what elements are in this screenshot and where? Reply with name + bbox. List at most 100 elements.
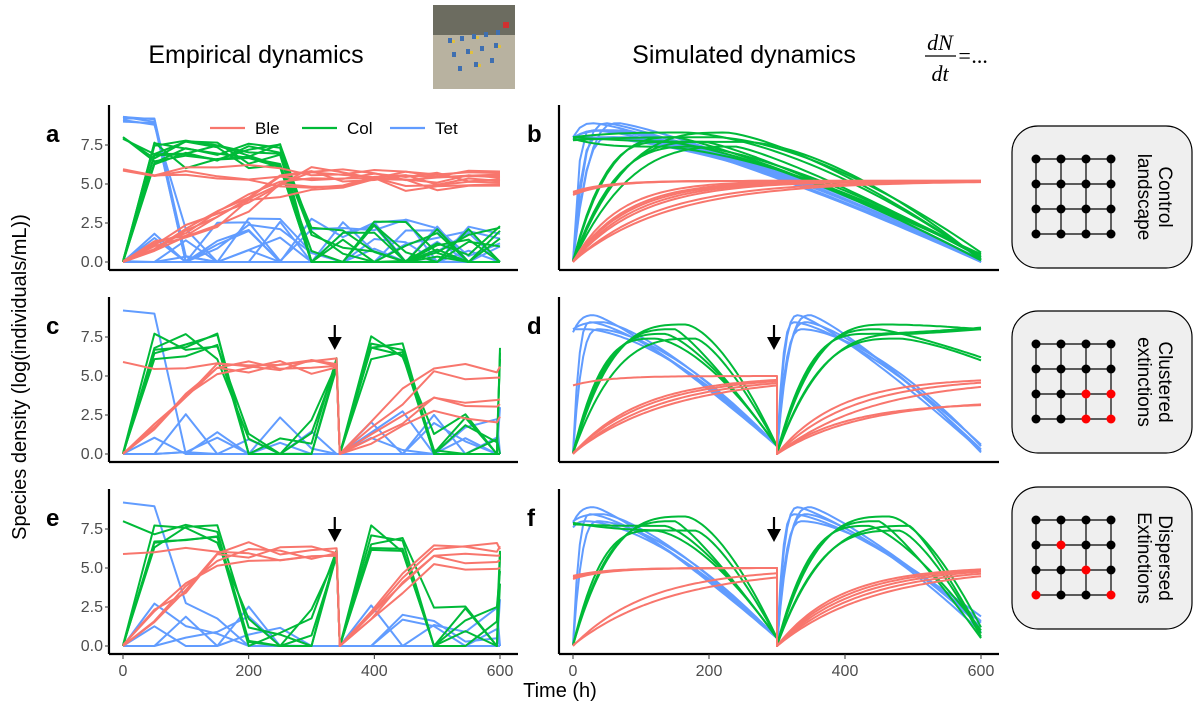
- patch-node: [1056, 339, 1066, 349]
- patch-node: [1106, 565, 1116, 575]
- empirical-title: Empirical dynamics: [148, 41, 363, 69]
- series-line-ble-f: [572, 567, 982, 647]
- patch-node: [1106, 154, 1116, 164]
- y-tick-label-a: 2.5: [81, 215, 103, 232]
- patch-node: [1031, 154, 1041, 164]
- extinct-patch-node: [1031, 590, 1041, 600]
- scenario-label-line2-2: Extinctions: [1133, 512, 1154, 604]
- legend-label-col: Col: [347, 119, 373, 138]
- patch-node: [1031, 179, 1041, 189]
- panel-letter-f: f: [527, 505, 536, 532]
- series-line-col-b: [572, 136, 982, 254]
- series-line-tet-a: [122, 120, 500, 263]
- perturbation-arrowhead-f: [767, 529, 781, 542]
- series-line-col-c: [122, 333, 500, 455]
- x-tick-label-e: 400: [361, 663, 388, 680]
- series-lines-d: [572, 314, 982, 455]
- patch-node: [1056, 414, 1066, 424]
- simulated-title: Simulated dynamics: [632, 41, 856, 69]
- panel-b: b: [527, 105, 999, 272]
- patch-node: [1106, 339, 1116, 349]
- series-line-col-a: [122, 143, 501, 263]
- y-tick-label-c: 0.0: [81, 446, 103, 463]
- patch-node: [1031, 565, 1041, 575]
- panel-a: 0.0 2.5 5.0 7.5 a: [46, 105, 518, 272]
- series-line-tet-c: [123, 410, 501, 455]
- series-line-ble-a: [122, 168, 501, 263]
- patch-node: [1056, 364, 1066, 374]
- chart-panels: 0.0 2.5 5.0 7.5 a b 0.0 2.5 5.0 7.5 c d 0.0 2.5 5.0 7.5…: [46, 105, 999, 680]
- series-line-ble-a: [122, 171, 501, 263]
- perturbation-arrowhead-c: [327, 337, 342, 350]
- patch-node: [1081, 515, 1091, 525]
- scenario-label-line2-0: landscape: [1133, 154, 1154, 241]
- series-line-col-b: [572, 136, 982, 262]
- x-tick-label-f: 600: [968, 663, 995, 680]
- equation-rest: =...: [957, 43, 988, 68]
- patch-node: [1031, 414, 1041, 424]
- patch-node: [1106, 540, 1116, 550]
- scenario-label-line1-0: Control: [1154, 166, 1175, 227]
- series-line-col-e: [122, 535, 501, 647]
- x-tick-label-e: 200: [235, 663, 262, 680]
- patch-node: [1031, 229, 1041, 239]
- perturbation-arrowhead-e: [327, 529, 342, 542]
- series-line-ble-c: [122, 360, 501, 455]
- y-tick-label-a: 7.5: [81, 137, 103, 154]
- y-tick-label-e: 2.5: [81, 599, 103, 616]
- x-axis-title: Time (h): [523, 680, 597, 702]
- patch-node: [1081, 179, 1091, 189]
- y-axis-title: Species density (log(individuals/mL)): [9, 214, 31, 540]
- series-line-ble-a: [122, 178, 501, 263]
- patch-node: [1031, 204, 1041, 214]
- series-line-ble-d: [572, 378, 982, 455]
- legend-label-tet: Tet: [435, 119, 458, 138]
- patch-node: [1081, 204, 1091, 214]
- series-line-ble-b: [572, 181, 982, 262]
- series-line-col-a: [122, 145, 500, 263]
- series-line-ble-b: [572, 179, 981, 263]
- extinct-patch-node: [1081, 389, 1091, 399]
- aquarium-photo: [433, 5, 515, 89]
- series-line-col-b: [572, 137, 982, 259]
- patch-node: [1081, 364, 1091, 374]
- x-tick-label-e: 0: [119, 663, 128, 680]
- series-line-tet-b: [572, 136, 982, 263]
- patch-node: [1056, 515, 1066, 525]
- patch-node: [1056, 590, 1066, 600]
- y-tick-label-e: 0.0: [81, 638, 103, 655]
- scenario-label-line1-2: Dispersed: [1154, 515, 1175, 601]
- y-tick-label-e: 7.5: [81, 521, 103, 538]
- series-line-ble-b: [572, 180, 982, 263]
- series-line-col-c: [122, 332, 501, 455]
- patch-node: [1031, 339, 1041, 349]
- series-lines-e: [122, 501, 501, 647]
- patch-node: [1081, 154, 1091, 164]
- patch-node: [1106, 229, 1116, 239]
- patch-node: [1056, 154, 1066, 164]
- series-line-ble-a: [122, 166, 501, 263]
- series-line-tet-b: [572, 136, 982, 263]
- series-lines-f: [572, 506, 982, 647]
- series-line-tet-b: [572, 129, 982, 262]
- series-lines-a: [122, 115, 501, 263]
- equation-denominator: dt: [931, 61, 949, 86]
- series-lines-c: [122, 309, 501, 455]
- y-tick-label-c: 7.5: [81, 329, 103, 346]
- panel-letter-b: b: [527, 121, 542, 148]
- extinct-patch-node: [1081, 565, 1091, 575]
- panel-e: 0.0 2.5 5.0 7.5 0 200 400 600 e: [46, 489, 518, 680]
- series-line-ble-e: [122, 548, 501, 647]
- series-line-col-c: [122, 332, 501, 455]
- patch-node: [1056, 204, 1066, 214]
- perturbation-arrowhead-d: [767, 337, 781, 350]
- y-tick-label-c: 5.0: [81, 368, 103, 385]
- legend: Ble Col Tet: [210, 119, 458, 138]
- patch-node: [1081, 229, 1091, 239]
- series-line-col-b: [572, 145, 982, 262]
- x-tick-label-f: 200: [696, 663, 723, 680]
